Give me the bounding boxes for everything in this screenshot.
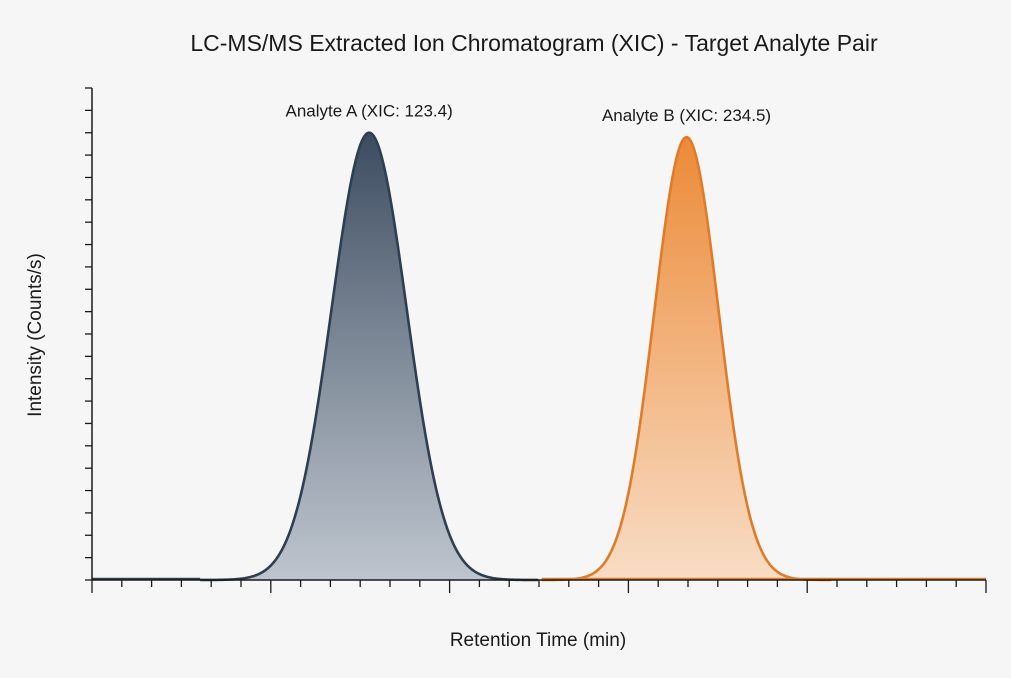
axes [85,87,987,593]
chart-title: LC-MS/MS Extracted Ion Chromatogram (XIC… [190,30,878,56]
peak-area-1 [200,132,539,581]
series-layer [92,131,986,582]
x-axis-label: Retention Time (min) [450,630,626,651]
peak-line-2 [541,135,832,582]
peak-line-1 [199,131,539,582]
peak-labels: Analyte A (XIC: 123.4) Analyte B (XIC: 23… [286,102,772,125]
peak-label-2: Analyte B (XIC: 234.5) [602,106,771,125]
peak-area-2 [541,137,832,580]
y-axis-label: Intensity (Counts/s) [25,253,46,417]
axis-ticks [85,87,987,593]
peak-label-1: Analyte A (XIC: 123.4) [286,102,453,121]
